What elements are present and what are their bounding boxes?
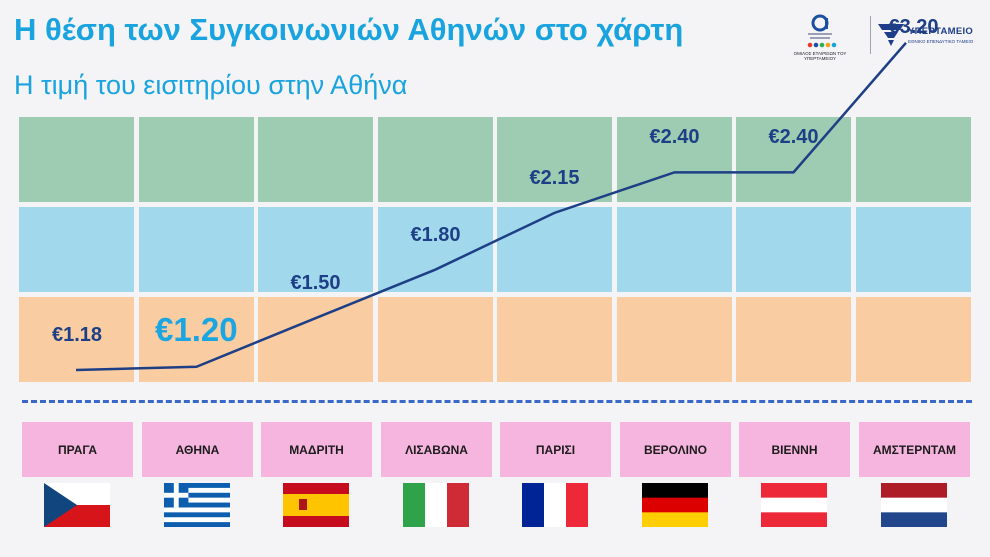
germany-flag-icon: [641, 483, 708, 527]
grid-cell: [139, 207, 254, 292]
page-subtitle: Η τιμή του εισιτηρίου στην Αθήνα: [14, 70, 408, 100]
logo-separator: [870, 16, 871, 54]
logo-name: ΥΠΕΡΤΑΜΕΙΟ: [908, 26, 974, 37]
grid-cell: [617, 207, 732, 292]
grid-cell: [856, 117, 971, 202]
grid-cell: [736, 207, 851, 292]
page-title: Η θέση των Συγκοινωνιών Αθηνών στο χάρτη: [14, 12, 684, 47]
city-label: ΒΙΕΝΝΗ: [739, 422, 850, 477]
grid-cell: [19, 117, 134, 202]
athens-transport-logo: ΟΜΙΛΟΣ ΕΤΑΙΡΕΙΩΝ ΤΟΥ ΥΠΕΡΤΑΜΕΙΟΥ: [778, 12, 862, 61]
greece-flag-icon: [163, 483, 230, 527]
price-label: €2.40: [768, 126, 819, 149]
grid-cell: [856, 207, 971, 292]
spain-flag-icon: [282, 483, 349, 527]
price-label: €2.40: [649, 126, 700, 149]
italy-flag-icon: [402, 483, 469, 527]
price-label-highlight: €1.20: [155, 310, 238, 348]
city-label: ΠΡΑΓΑ: [22, 422, 133, 477]
grid-cell: [736, 297, 851, 382]
price-label: €2.15: [529, 166, 580, 189]
grid-cell: [378, 297, 493, 382]
city-label: ΜΑΔΡΙΤΗ: [261, 422, 372, 477]
grid-cell: [139, 117, 254, 202]
price-label: €3.20: [888, 15, 939, 38]
grid-cell: [497, 297, 612, 382]
grid-cell: [617, 297, 732, 382]
czech-flag-icon: [43, 483, 110, 527]
hypertameio-emblem-icon: [878, 24, 904, 46]
grid-cell: [258, 117, 373, 202]
city-label: ΑΜΣΤΕΡΝΤΑΜ: [859, 422, 970, 477]
france-flag-icon: [521, 483, 588, 527]
netherlands-flag-icon: [880, 483, 947, 527]
grid-cell: [19, 207, 134, 292]
grid-cell: [497, 207, 612, 292]
price-label: €1.18: [52, 324, 103, 346]
austria-flag-icon: [760, 483, 827, 527]
logo-subtitle: ΕΘΝΙΚΟ ΕΠΕΝΔΥΤΙΚΟ ΤΑΜΕΙΟ: [908, 39, 974, 44]
price-label: €1.80: [410, 223, 461, 246]
grid-cell: [378, 117, 493, 202]
city-label: ΒΕΡΟΛΙΝΟ: [620, 422, 731, 477]
price-label: €1.50: [290, 272, 341, 295]
grid-cell: [258, 297, 373, 382]
hypertameio-logo: ΥΠΕΡΤΑΜΕΙΟ ΕΘΝΙΚΟ ΕΠΕΝΔΥΤΙΚΟ ΤΑΜΕΙΟ: [876, 18, 976, 58]
logo-caption: ΟΜΙΛΟΣ ΕΤΑΙΡΕΙΩΝ ΤΟΥ ΥΠΕΡΤΑΜΕΙΟΥ: [793, 51, 847, 61]
grid-cell: [378, 207, 493, 292]
city-label: ΛΙΣΑΒΩΝΑ: [381, 422, 492, 477]
dashed-divider: [22, 400, 972, 403]
city-label: ΑΘΗΝΑ: [142, 422, 253, 477]
city-label: ΠΑΡΙΣΙ: [500, 422, 611, 477]
grid-cell: [856, 297, 971, 382]
